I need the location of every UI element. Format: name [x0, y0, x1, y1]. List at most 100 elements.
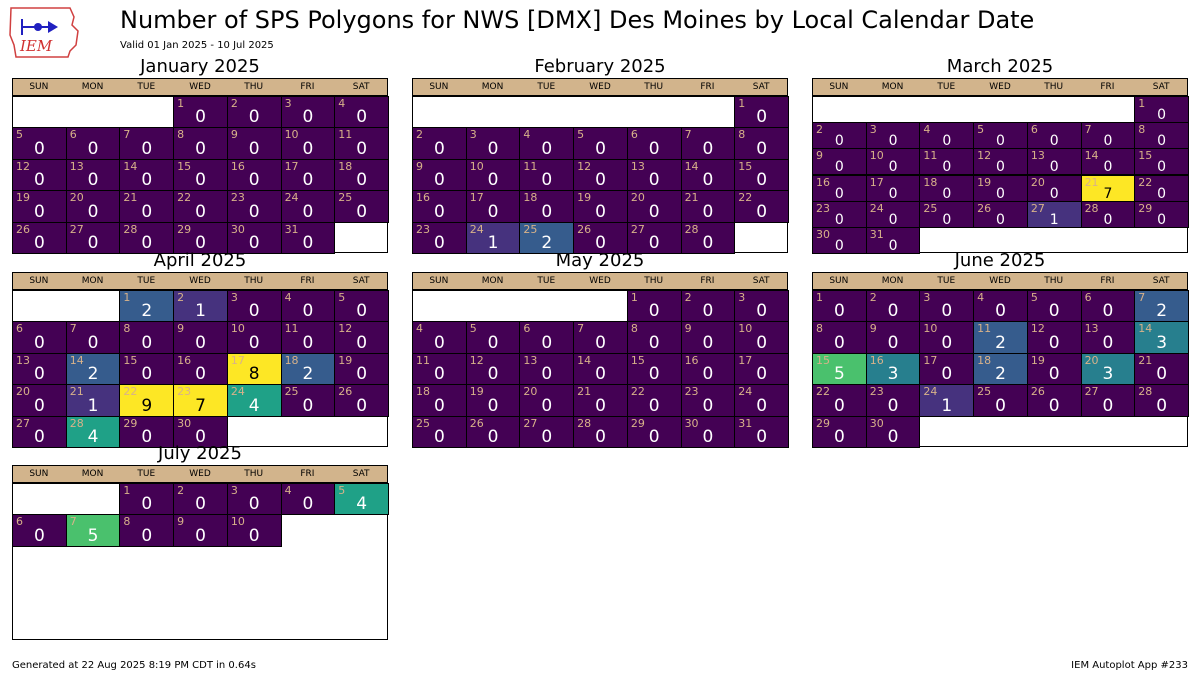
day-cell: 24 0 [280, 190, 336, 223]
day-cell: 20 0 [626, 190, 682, 223]
day-cell: 24 1 [919, 384, 975, 417]
day-number: 25 [923, 201, 938, 215]
day-value: 0 [541, 170, 553, 191]
day-value: 0 [195, 138, 206, 159]
day-cell: 26 0 [973, 200, 1028, 228]
day-value: 0 [887, 426, 899, 447]
day-number: 21 [577, 385, 592, 399]
day-number: 4 [284, 484, 292, 497]
day-number: 19 [977, 175, 992, 189]
day-value: 0 [302, 201, 314, 222]
day-number: 14 [577, 353, 592, 367]
day-value: 2 [1156, 301, 1168, 322]
day-cell: 25 0 [412, 415, 467, 448]
day-cell: 18 0 [519, 190, 575, 223]
day-number: 5 [1030, 291, 1038, 304]
day-value: 0 [248, 201, 260, 222]
day-value: 0 [1049, 159, 1059, 176]
day-number: 21 [123, 191, 138, 205]
weekday-label: SAT [352, 469, 370, 479]
day-value: 0 [648, 426, 660, 447]
day-number: 26 [977, 201, 992, 215]
day-number: 10 [284, 128, 299, 142]
day-number: 16 [816, 175, 830, 189]
day-number: 8 [123, 322, 131, 336]
day-number: 24 [738, 385, 753, 399]
weekday-label: TUE [937, 82, 956, 92]
day-value: 0 [941, 301, 953, 322]
day-cell: 11 0 [280, 321, 336, 354]
weekday-header: SUN MON TUE WED THU FRI SAT [812, 272, 1188, 290]
day-number: 9 [230, 128, 238, 142]
day-number: 22 [738, 191, 753, 205]
day-number: 8 [738, 128, 746, 142]
day-number: 17 [469, 191, 484, 205]
footer-app: IEM Autoplot App #233 [1071, 660, 1188, 671]
day-cell: 19 0 [973, 174, 1028, 202]
month-title: February 2025 [534, 56, 666, 77]
day-number: 18 [284, 353, 299, 367]
weekday-label: TUE [937, 276, 956, 286]
day-cell: 28 0 [1134, 384, 1189, 417]
day-cell: 22 0 [626, 384, 682, 417]
day-cell: 29 0 [119, 415, 175, 448]
day-value: 1 [195, 301, 206, 322]
day-cell: 17 0 [465, 190, 521, 223]
day-number: 26 [338, 385, 353, 399]
day-number: 8 [177, 128, 185, 142]
day-value: 0 [248, 232, 260, 253]
day-number: 29 [123, 416, 138, 430]
day-number: 27 [630, 222, 645, 236]
day-cell: 12 0 [573, 158, 628, 192]
day-value: 0 [433, 170, 445, 191]
day-cell: 26 0 [334, 384, 389, 417]
weekday-label: MON [81, 276, 104, 286]
day-value: 0 [1103, 159, 1113, 176]
day-number: 4 [923, 123, 931, 137]
day-cell: 15 0 [1134, 148, 1189, 176]
day-value: 0 [248, 494, 260, 515]
day-value: 0 [1156, 364, 1168, 385]
day-number: 17 [230, 353, 245, 367]
day-cell: 15 0 [734, 158, 789, 192]
day-cell: 20 0 [12, 384, 67, 417]
day-value: 0 [942, 159, 952, 176]
day-value: 0 [833, 426, 845, 447]
day-value: 0 [33, 426, 45, 447]
day-value: 0 [833, 395, 845, 416]
day-value: 0 [356, 332, 368, 353]
day-number: 22 [816, 385, 830, 399]
day-cell: 10 0 [280, 127, 336, 160]
day-number: 13 [1030, 149, 1045, 163]
weekday-label: THU [244, 82, 264, 92]
day-number: 29 [630, 416, 645, 430]
day-number: 3 [923, 291, 931, 304]
day-cell: 23 0 [680, 384, 736, 417]
day-cell: 19 0 [573, 190, 628, 223]
day-number: 28 [577, 416, 592, 430]
day-value: 0 [33, 525, 45, 546]
weekday-label: SAT [1152, 276, 1170, 286]
day-number: 12 [1030, 322, 1045, 336]
day-value: 0 [702, 364, 714, 385]
day-number: 18 [923, 175, 938, 189]
day-number: 16 [416, 191, 430, 205]
day-number: 25 [977, 385, 992, 399]
day-number: 29 [1138, 201, 1153, 215]
day-value: 0 [1048, 395, 1060, 416]
day-value: 0 [648, 395, 660, 416]
day-value: 0 [648, 301, 660, 322]
day-number: 8 [630, 322, 638, 336]
